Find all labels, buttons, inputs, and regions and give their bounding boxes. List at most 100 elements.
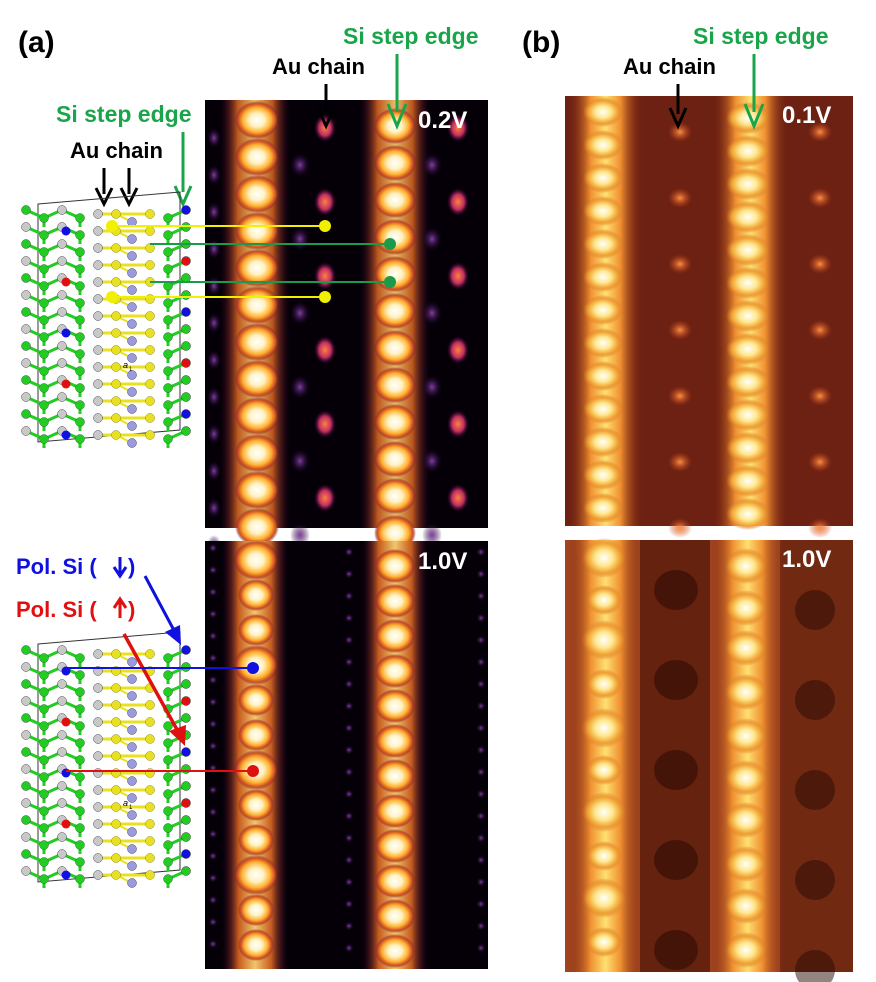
stm-bright-spot [583,361,623,391]
si-atom [75,230,85,240]
si-atom [163,670,173,680]
si-atom [39,772,49,782]
au-atom [145,209,155,219]
au-atom [127,708,137,718]
stm-bright-spot [374,108,416,144]
stm-weak-spot [208,939,218,949]
arrow-down-icon [112,557,128,579]
au-chain-label: Au chain [272,54,365,79]
arrow-down-icon [743,103,765,130]
stm-weak-spot [207,165,221,185]
edge-si-atom [181,645,191,655]
stm-bright-spot [235,508,279,546]
edge-si-atom [181,307,191,317]
stm-bright-spot [375,724,415,758]
au-atom [111,802,121,812]
si-atom [163,738,173,748]
stm-weak-spot [208,697,218,707]
au-atom [145,649,155,659]
edge-si-atom [181,713,191,723]
stm-weak-spot [290,301,310,325]
si-atom [21,358,31,368]
si-atom [163,264,173,274]
si-atom [93,430,103,440]
si-atom [57,307,67,317]
si-atom [39,670,49,680]
stm-bright-spot [726,399,770,431]
stm-bright-spot [725,802,767,838]
stm-weak-spot [208,675,218,685]
si-atom [93,768,103,778]
si-atom [57,392,67,402]
au-atom [127,674,137,684]
stm-weak-spot [668,452,692,472]
si-atom [93,243,103,253]
arrow-down-icon [94,187,114,208]
au-atom [145,751,155,761]
si-atom [39,315,49,325]
au-atom [127,404,137,414]
si-atom [21,324,31,334]
stm-weak-spot [808,254,832,274]
si-atom [75,687,85,697]
si-atom [57,205,67,215]
stm-weak-spot [344,789,354,799]
si-atom [21,375,31,385]
si-atom [39,247,49,257]
si-atom [39,230,49,240]
stm-bright-spot [582,538,626,578]
stm-bright-spot [725,590,767,626]
atomic-model-bottom [21,631,191,888]
stm-weak-spot [476,811,486,821]
polarized-si-legend: Pol. Si ( ) Pol. Si ( ) [16,554,259,777]
edge-si-atom [181,324,191,334]
au-atom [127,285,137,295]
edge-si-atom [181,358,191,368]
au-atom [127,336,137,346]
si-step-edge-label: Si step edge [693,23,828,49]
voltage-label: 0.1V [782,102,831,129]
stm-weak-spot [208,917,218,927]
edge-si-atom [181,679,191,689]
stm-bright-spot [725,548,767,584]
connector-lines-top [106,220,396,303]
stm-dark-region [654,570,698,610]
si-atom [163,687,173,697]
stm-weak-spot [344,613,354,623]
au-atom [111,413,121,423]
stm-bright-spot [375,899,415,933]
unit-cell-outline [37,191,181,443]
stm-bright-spot [583,328,623,358]
stm-bright-spot [235,323,279,361]
stm-bright-spot [238,824,274,856]
si-atom [93,853,103,863]
si-atom [75,332,85,342]
au-atom [145,717,155,727]
si-atom [39,687,49,697]
stm-bright-spot [725,718,767,754]
au-atom [145,362,155,372]
stm-weak-spot [314,410,336,438]
si-atom [57,696,67,706]
si-atom [163,874,173,884]
si-atom [21,645,31,655]
stm-weak-spot [208,565,218,575]
stm-bright-spot [725,674,767,710]
stm-bright-spot [583,97,623,127]
si-atom [21,256,31,266]
si-atom [39,383,49,393]
si-atom [39,840,49,850]
si-atom [21,815,31,825]
au-atom [111,379,121,389]
stm-weak-spot [208,873,218,883]
au-atom [127,878,137,888]
si-atom [75,670,85,680]
edge-si-atom [181,764,191,774]
si-atom [163,400,173,410]
au-atom [145,260,155,270]
stm-bright-spot [235,360,279,398]
si-atom [21,849,31,859]
si-atom [21,832,31,842]
stm-bright-spot [375,584,415,618]
